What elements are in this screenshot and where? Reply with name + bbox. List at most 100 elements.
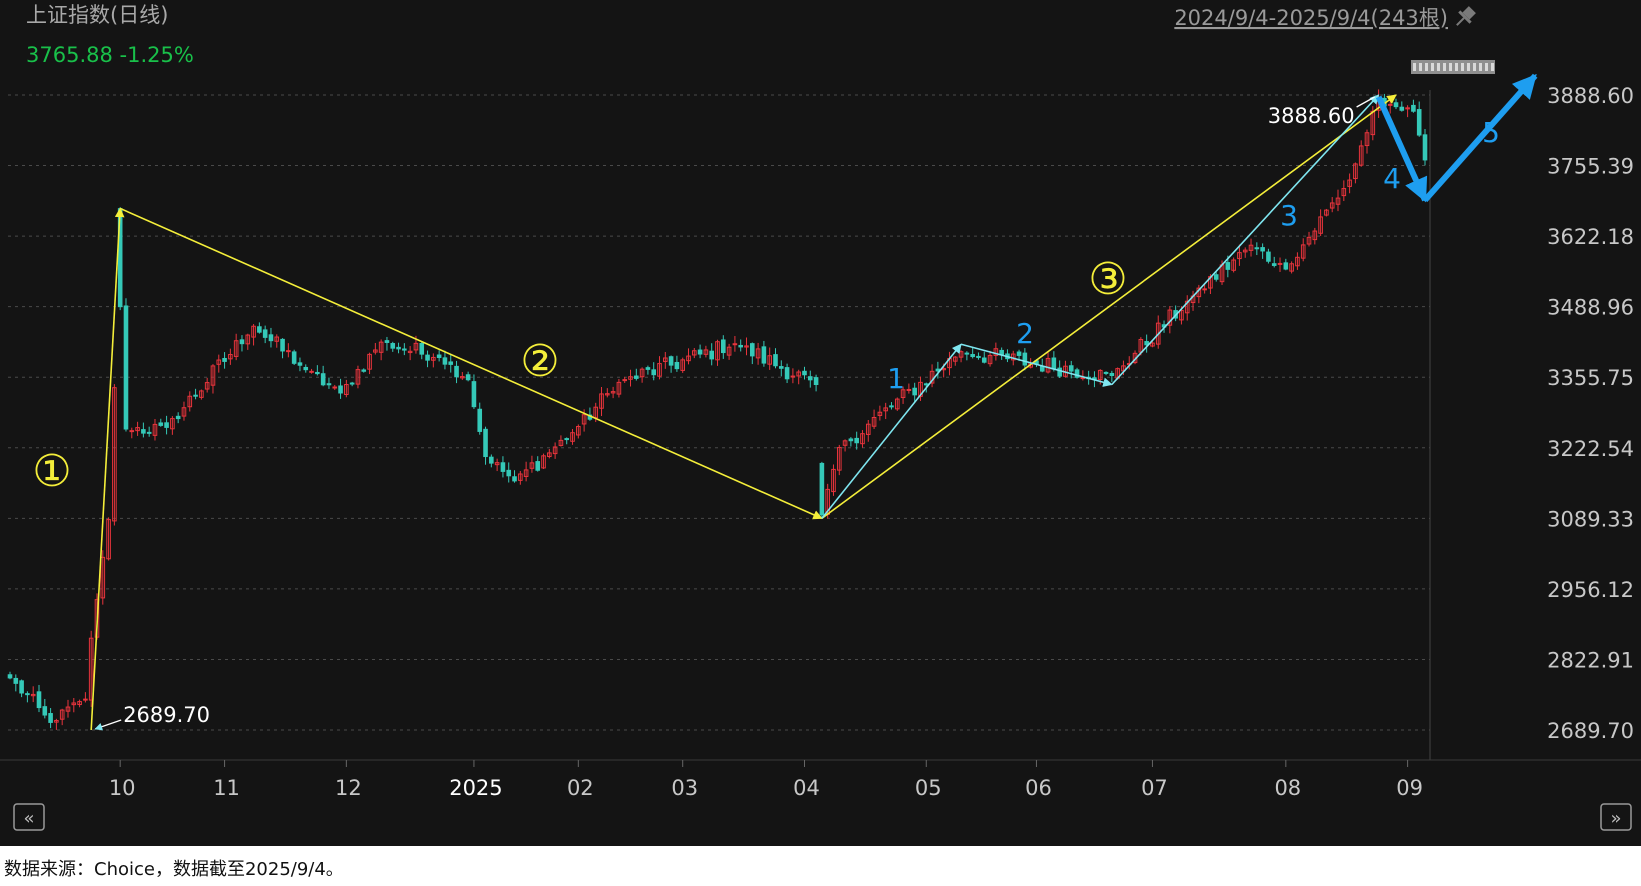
candle-body [854,437,859,444]
y-tick-label: 2956.12 [1547,578,1634,602]
candle-body [622,379,628,382]
marker-strip-tick [1425,63,1428,71]
candle-body [703,349,709,355]
candle-body [164,422,169,428]
candlestick-chart: 3888.60 3755.39 3622.18 3488.96 3355.75 3222.… [0,3,1641,831]
candle-body [367,353,372,370]
candle-body [1260,247,1265,252]
candle-body [506,469,512,477]
candle-body [390,343,396,349]
candle-body [297,362,303,366]
sub-wave-label: 5 [1482,116,1500,149]
candle-body [83,698,88,701]
candle-body [952,356,958,362]
marker-strip-tick [1491,63,1494,71]
candle-body [187,395,193,408]
date-range[interactable]: 2024/9/4-2025/9/4(243根) [1174,6,1448,30]
candle-body [320,373,326,386]
marker-strip-tick [1485,63,1488,71]
candle-body [639,368,645,378]
candle-body [709,350,714,360]
candle-body [419,342,425,355]
candle-body [807,376,813,381]
double-chevron-left-icon: « [23,808,34,829]
candle-body [1051,357,1057,370]
candle-body [599,393,604,409]
candle-body [1277,262,1283,265]
marker-strip-tick [1449,63,1452,71]
x-tick-label: 07 [1141,776,1168,800]
candle-body [738,344,743,348]
sub-wave-label: 3 [1280,199,1298,232]
candle-body [784,367,790,380]
main-wave-label: ① [32,446,71,497]
candle-body [407,350,413,354]
candle-body [1074,369,1080,378]
x-tick-label: 2025 [449,776,502,800]
candle-body [541,455,546,469]
candle-body [1353,163,1358,180]
marker-strip-tick [1413,63,1416,71]
candle-body [1184,300,1190,314]
candle-body [912,387,917,396]
candle-body [471,381,477,408]
candle-body [1300,244,1306,259]
candle-body [1179,309,1184,321]
candle-body [332,386,338,389]
scroll-left-button[interactable]: « [13,803,45,831]
candle-body [1237,252,1242,260]
candle-body [170,418,175,430]
x-tick-label: 09 [1396,776,1423,800]
candle-body [877,411,883,416]
candle-body [1103,371,1109,374]
candle-body [280,338,285,352]
candle-body [1150,342,1155,347]
x-tick-label: 06 [1025,776,1052,800]
candle-body [1364,132,1370,147]
candle-body [42,706,48,716]
candle-body [744,345,749,348]
candle-body [1167,309,1173,326]
candle-body [581,414,587,425]
candle-body [25,693,30,696]
candle-body [425,354,430,361]
marker-strip-tick [1473,63,1476,71]
candle-body [54,720,59,723]
scroll-right-button[interactable]: » [1600,803,1632,831]
marker-strip-tick [1437,63,1440,71]
candle-body [732,343,738,346]
candle-body [181,407,187,417]
candle-body [1387,103,1393,106]
candle-body [71,702,77,706]
candle-body [686,355,691,362]
candle-body [402,348,407,351]
candle-body [1283,262,1289,270]
pin-icon[interactable] [1451,4,1478,31]
main-wave-line [119,207,823,520]
candle-body [1242,249,1248,253]
candle-body [1225,262,1231,270]
candle-body [36,691,42,709]
candle-body [222,357,227,362]
candle-body [1347,179,1352,187]
y-tick-label: 2689.70 [1547,719,1634,743]
candle-body [999,349,1004,355]
candle-body [535,461,541,471]
main-wave-label: ② [520,336,559,387]
sub-wave-line [821,343,962,519]
sub-wave-label: 1 [887,362,905,395]
chart-title: 上证指数(日线) [26,3,168,27]
candle-body [1295,256,1300,267]
candle-body [1341,188,1347,197]
candle-body [100,556,106,599]
candle-body [634,375,639,379]
candle-body [303,366,309,371]
candle-body [1318,216,1323,234]
candle-body [199,390,204,398]
candle-body [842,440,848,446]
marker-strip-tick [1467,63,1470,71]
candle-body [796,371,801,377]
candle-body [268,334,274,342]
y-tick-label: 3089.33 [1547,507,1634,531]
candle-body [964,352,970,355]
